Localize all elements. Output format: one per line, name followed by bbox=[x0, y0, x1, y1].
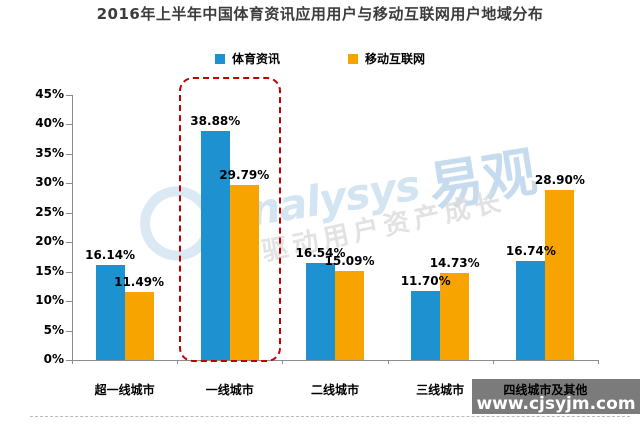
legend: 体育资讯 移动互联网 bbox=[0, 50, 640, 67]
bar-mobile bbox=[545, 190, 575, 360]
legend-label-mobile: 移动互联网 bbox=[365, 52, 426, 66]
value-label: 11.49% bbox=[114, 275, 165, 289]
value-label: 14.73% bbox=[429, 256, 480, 270]
bar-sports bbox=[95, 265, 125, 360]
category-label: 四线城市及其他 bbox=[503, 383, 588, 397]
y-tick-label: 40% bbox=[35, 116, 64, 131]
y-tick-label: 15% bbox=[35, 263, 64, 278]
x-axis-tick bbox=[492, 360, 494, 364]
value-label: 38.88% bbox=[190, 114, 241, 128]
y-tick-mark bbox=[66, 330, 72, 332]
value-label: 16.14% bbox=[85, 248, 136, 262]
y-tick-label: 35% bbox=[35, 145, 64, 160]
bar-mobile bbox=[335, 271, 364, 360]
y-tick-label: 25% bbox=[35, 204, 64, 219]
value-label: 28.90% bbox=[534, 173, 585, 187]
bar-mobile bbox=[440, 273, 470, 360]
y-tick-mark bbox=[66, 124, 72, 126]
x-axis-tick bbox=[282, 360, 284, 364]
legend-label-sports: 体育资讯 bbox=[231, 52, 280, 66]
watermark-url-text: www.cjsyjm.com bbox=[476, 394, 636, 414]
highlight-box bbox=[178, 77, 281, 362]
y-tick-label: 20% bbox=[35, 234, 64, 249]
category-label: 二线城市 bbox=[310, 383, 360, 397]
bar-mobile bbox=[229, 185, 259, 360]
category-label: 一线城市 bbox=[205, 383, 254, 397]
y-tick-mark bbox=[66, 301, 72, 303]
x-axis-tick bbox=[598, 360, 599, 364]
value-label: 29.79% bbox=[219, 168, 270, 182]
y-tick-mark bbox=[66, 95, 72, 96]
y-tick-mark bbox=[66, 271, 72, 273]
y-tick-label: 10% bbox=[35, 293, 64, 308]
bar-sports bbox=[200, 131, 230, 360]
bar-sports bbox=[411, 291, 441, 360]
category-label: 三线城市 bbox=[416, 383, 465, 397]
legend-swatch-mobile-icon bbox=[348, 53, 358, 64]
chart-title: 2016年上半年中国体育资讯应用用户与移动互联网用户地域分布 bbox=[96, 5, 544, 23]
value-label: 11.70% bbox=[400, 274, 451, 288]
y-tick-mark bbox=[66, 183, 72, 185]
watermark-url-box: www.cjsyjm.com bbox=[472, 379, 640, 414]
value-label: 16.54% bbox=[295, 246, 346, 260]
y-tick-label: 30% bbox=[35, 175, 64, 190]
legend-item-sports: 体育资讯 bbox=[214, 50, 280, 67]
value-label: 16.74% bbox=[505, 244, 556, 258]
legend-swatch-sports-icon bbox=[214, 53, 225, 64]
analysys-watermark-cn: 易观 bbox=[424, 140, 541, 220]
y-tick-mark bbox=[66, 360, 72, 361]
x-axis-line bbox=[72, 360, 599, 361]
x-axis-tick bbox=[387, 360, 389, 364]
value-label: 15.09% bbox=[324, 254, 375, 268]
bar-sports bbox=[306, 263, 335, 360]
y-axis-line bbox=[72, 95, 73, 360]
y-tick-label: 5% bbox=[43, 322, 64, 337]
category-label: 超一线城市 bbox=[94, 383, 155, 397]
y-tick-mark bbox=[66, 153, 72, 155]
bar-sports bbox=[516, 261, 546, 360]
legend-item-mobile: 移动互联网 bbox=[348, 50, 425, 67]
bottom-divider bbox=[30, 416, 630, 417]
x-axis-tick bbox=[177, 360, 179, 364]
x-axis-tick bbox=[72, 360, 73, 364]
y-tick-mark bbox=[66, 242, 72, 244]
y-tick-mark bbox=[66, 212, 72, 214]
y-tick-label: 45% bbox=[35, 87, 64, 101]
bar-mobile bbox=[124, 292, 154, 360]
y-tick-label: 0% bbox=[43, 352, 64, 366]
